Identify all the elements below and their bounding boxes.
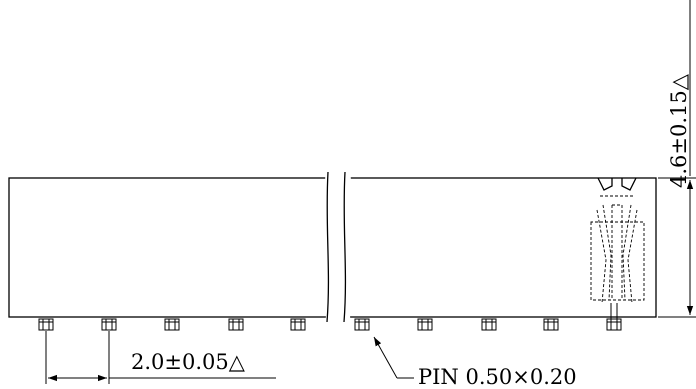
pitch-label: 2.0±0.05△: [131, 350, 246, 374]
pin: [543, 318, 559, 331]
pitch-dimension: 2.0±0.05△: [45, 331, 276, 384]
pin: [228, 318, 244, 331]
break-line-right: [343, 171, 347, 323]
break-gap: [328, 170, 348, 330]
pin: [417, 318, 433, 331]
pin-label: PIN 0.50×0.20: [418, 365, 577, 389]
pin-callout: PIN 0.50×0.20: [373, 336, 577, 389]
pin: [354, 318, 370, 331]
pin: [290, 318, 306, 331]
pin-row: [38, 303, 622, 331]
pin: [164, 318, 180, 331]
contact-detail: [590, 177, 645, 304]
connector-body: [8, 165, 657, 330]
break-line-left: [326, 171, 330, 323]
pin: [38, 318, 54, 331]
height-dimension: 4.6±0.15△: [658, 0, 696, 318]
pin: [101, 318, 117, 331]
height-label: 4.6±0.15△: [667, 73, 691, 188]
pin: [606, 303, 622, 331]
pin: [481, 318, 497, 331]
